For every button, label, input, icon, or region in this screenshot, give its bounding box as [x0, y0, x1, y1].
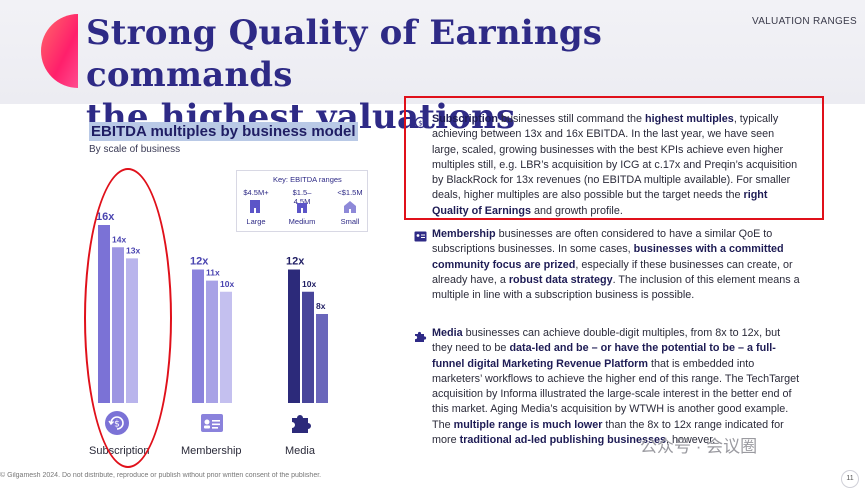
key-range-large: $4.5M+ — [243, 188, 269, 197]
paragraph-subscription-segment: and growth profile. — [531, 204, 623, 217]
paragraph-subscription-segment: right Quality of Earnings — [432, 189, 768, 217]
paragraph-media-segment: Media — [432, 327, 463, 339]
paragraph-subscription-segment: highest multiples — [645, 113, 734, 125]
paragraph-subscription-segment: , typically achieving between 13x and 16… — [432, 113, 798, 202]
paragraph-subscription-segment: businesses still command the — [497, 113, 646, 125]
page-number: 11 — [841, 470, 859, 488]
bar-media-large — [288, 269, 300, 403]
subscription-refresh-icon: $ — [105, 411, 129, 435]
bar-subscription-large — [98, 225, 110, 403]
media-puzzle-icon — [292, 415, 311, 433]
data-label-media-large: 12x — [286, 256, 305, 268]
paragraph-media-segment: , however. — [665, 434, 716, 447]
membership-card-icon — [201, 414, 223, 432]
puzzle-icon — [415, 331, 427, 342]
section-tag: VALUATION RANGES — [751, 16, 857, 27]
key-size-small: Small — [340, 217, 360, 226]
chart-key: Key: EBITDA ranges $4.5M+ $1.5–4.5M <$1.… — [236, 170, 368, 232]
paragraph-media-segment: traditional ad-led publishing businesses — [459, 434, 666, 447]
watermark: 公众号 · 会议圈 — [640, 437, 758, 456]
bar-subscription-medium — [112, 247, 124, 403]
paragraph-subscription: Subscription businesses still command th… — [432, 112, 800, 219]
key-range-small: <$1.5M — [337, 188, 363, 197]
paragraph-membership-segment: . The inclusion of this element means a … — [432, 273, 800, 302]
bar-membership-medium — [206, 280, 218, 403]
small-house-icon — [344, 201, 356, 213]
key-range-medium: $1.5–4.5M — [292, 188, 312, 206]
paragraph-media-segment: data-led and be – or have the potential … — [432, 342, 776, 370]
svg-text:$: $ — [114, 420, 120, 430]
data-label-membership-medium: 11x — [206, 268, 220, 278]
paragraph-media-segment: that is embedded into marketers’ workflo… — [432, 357, 800, 431]
refresh-dollar-icon: $ — [414, 116, 427, 129]
page-title-line-1: Strong Quality of Earnings commands — [86, 13, 603, 95]
bar-media-medium — [302, 291, 314, 403]
chart-title: EBITDA multiples by business model — [89, 122, 358, 141]
header-band — [0, 0, 865, 104]
category-label-subscription: Subscription — [89, 445, 150, 457]
paragraph-membership: Membership businesses are often consider… — [432, 227, 800, 303]
data-label-subscription-medium: 14x — [112, 234, 126, 244]
paragraph-media-segment: businesses can achieve double-digit mult… — [432, 327, 781, 355]
data-label-media-medium: 10x — [302, 279, 316, 289]
footer-copyright: © Gilgamesh 2024. Do not distribute, rep… — [0, 472, 322, 479]
paragraph-membership-segment: , especially if these businesses can cre… — [432, 258, 793, 286]
bar-media-small — [316, 314, 328, 403]
chart-subtitle: By scale of business — [89, 144, 181, 155]
paragraph-media-segment: than the 8x to 12x range indicated for m… — [432, 418, 784, 447]
data-label-media-small: 8x — [316, 301, 326, 311]
data-label-subscription-large: 16x — [96, 211, 115, 223]
paragraph-membership-segment: Membership — [432, 228, 496, 240]
paragraph-media: Media businesses can achieve double-digi… — [432, 326, 800, 448]
data-label-subscription-small: 13x — [126, 245, 140, 255]
bar-membership-small — [220, 291, 232, 403]
svg-text:$: $ — [418, 119, 422, 127]
paragraph-subscription-segment: Subscription — [432, 113, 498, 125]
paragraph-membership-segment: robust data strategy — [508, 273, 613, 286]
data-label-membership-small: 10x — [220, 279, 234, 289]
data-label-membership-large: 12x — [190, 256, 209, 268]
medium-building-icon — [297, 203, 307, 213]
paragraph-membership-segment: businesses are often considered to have … — [432, 228, 773, 256]
key-title: Key: EBITDA ranges — [273, 175, 342, 184]
brand-logo — [41, 14, 78, 88]
bar-subscription-small — [126, 258, 138, 403]
category-label-media: Media — [285, 445, 315, 457]
large-building-icon — [250, 200, 260, 213]
category-label-membership: Membership — [181, 445, 242, 457]
key-size-medium: Medium — [288, 217, 316, 226]
paragraph-media-segment: multiple range is much lower — [453, 418, 603, 431]
membership-card-icon — [414, 231, 427, 242]
key-size-large: Large — [246, 217, 266, 226]
bar-membership-large — [192, 269, 204, 403]
paragraph-membership-segment: businesses with a committed community fo… — [432, 243, 784, 271]
